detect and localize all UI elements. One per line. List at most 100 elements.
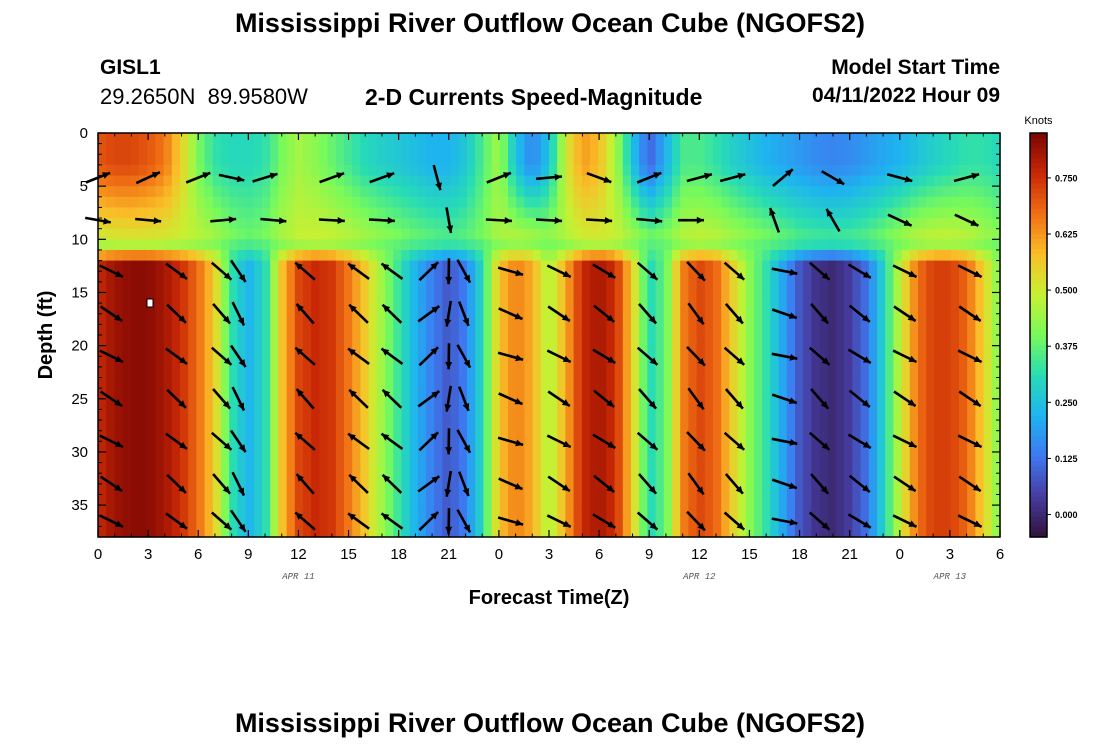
heatmap-cell — [893, 420, 903, 432]
heatmap-cell — [286, 451, 296, 464]
heatmap-cell — [245, 164, 255, 177]
heatmap-cell — [696, 515, 706, 527]
heatmap-cell — [278, 313, 288, 325]
heatmap-cell — [147, 143, 156, 155]
heatmap-cell — [434, 366, 443, 379]
heatmap-cell — [885, 494, 894, 506]
heatmap-cell — [909, 164, 919, 177]
heatmap-cell — [852, 451, 862, 464]
heatmap-cell — [434, 462, 443, 474]
heatmap-cell — [778, 430, 788, 442]
heatmap-cell — [885, 154, 894, 166]
heatmap-cell — [442, 303, 452, 315]
heatmap-cell — [294, 409, 304, 421]
heatmap-cell — [130, 430, 140, 442]
heatmap-cell — [795, 388, 804, 400]
heatmap-cell — [524, 356, 534, 368]
colorbar-segment — [1030, 269, 1047, 275]
heatmap-cell — [967, 281, 976, 294]
heatmap-cell — [836, 515, 845, 527]
heatmap-cell — [376, 526, 386, 538]
heatmap-cell — [499, 356, 509, 368]
heatmap-cell — [967, 483, 976, 496]
heatmap-cell — [713, 292, 722, 304]
heatmap-cell — [745, 409, 755, 421]
heatmap-cell — [270, 186, 279, 198]
heatmap-cell — [319, 335, 329, 347]
heatmap-cell — [253, 515, 263, 527]
heatmap-cell — [647, 260, 657, 272]
heatmap-cell — [581, 494, 591, 506]
heatmap-cell — [237, 249, 247, 262]
vector-head — [444, 318, 452, 327]
heatmap-cell — [598, 196, 607, 209]
heatmap-cell — [294, 420, 304, 432]
heatmap-cell — [262, 441, 271, 453]
heatmap-cell — [524, 409, 534, 421]
heatmap-cell — [655, 154, 665, 166]
heatmap-cell — [409, 239, 419, 251]
heatmap-cell — [663, 303, 673, 315]
heatmap-cell — [368, 462, 378, 474]
vector-head — [908, 270, 917, 277]
heatmap-cell — [393, 462, 402, 474]
heatmap-cell — [352, 335, 361, 347]
heatmap-cell — [680, 196, 689, 209]
heatmap-cell — [171, 451, 181, 464]
heatmap-cell — [827, 345, 837, 357]
heatmap-cell — [655, 366, 665, 379]
heatmap-cell — [385, 494, 394, 506]
heatmap-cell — [885, 515, 894, 527]
heatmap-cell — [303, 388, 312, 400]
heatmap-cell — [770, 505, 780, 517]
heatmap-cell — [754, 281, 763, 294]
heatmap-cell — [163, 526, 173, 538]
heatmap-cell — [877, 303, 886, 315]
vector-head — [607, 521, 616, 528]
heatmap-cell — [319, 281, 329, 294]
heatmap-cell — [868, 207, 878, 219]
heatmap-cell — [655, 164, 665, 177]
current-vector — [229, 259, 247, 283]
heatmap-cell — [934, 494, 944, 506]
heatmap-cell — [467, 430, 476, 442]
heatmap-cell — [942, 483, 952, 496]
heatmap-cell — [303, 218, 312, 230]
current-vector — [593, 304, 616, 323]
heatmap-cell — [335, 377, 345, 389]
heatmap-cell — [581, 164, 591, 177]
heatmap-cell — [360, 526, 370, 538]
heatmap-cell — [139, 281, 148, 294]
current-vector — [445, 207, 454, 234]
heatmap-cell — [909, 175, 919, 187]
heatmap-cell — [860, 281, 870, 294]
heatmap-cell — [171, 154, 181, 166]
vector-head — [908, 440, 917, 447]
heatmap-cell — [778, 377, 788, 389]
heatmap-cell — [704, 441, 714, 453]
current-vector — [847, 348, 872, 365]
heatmap-cell — [442, 249, 452, 262]
heatmap-cell — [163, 409, 173, 421]
heatmap-cell — [868, 133, 878, 145]
heatmap-cell — [335, 324, 345, 336]
heatmap-cell — [745, 164, 755, 177]
heatmap-cell — [622, 324, 632, 336]
heatmap-cell — [631, 462, 640, 474]
heatmap-cell — [844, 164, 853, 177]
heatmap-cell — [852, 462, 862, 474]
heatmap-cell — [376, 483, 386, 496]
heatmap-cell — [918, 133, 927, 145]
heatmap-cell — [598, 313, 607, 325]
heatmap-cell — [417, 154, 427, 166]
heatmap-cell — [253, 388, 263, 400]
colorbar-segment — [1030, 198, 1047, 205]
heatmap-cell — [836, 186, 845, 198]
heatmap-cell — [655, 462, 665, 474]
heatmap-cell — [942, 196, 952, 209]
heatmap-cell — [950, 260, 960, 272]
vector-head — [820, 315, 829, 324]
vector-head — [463, 524, 471, 533]
heatmap-cell — [655, 377, 665, 389]
